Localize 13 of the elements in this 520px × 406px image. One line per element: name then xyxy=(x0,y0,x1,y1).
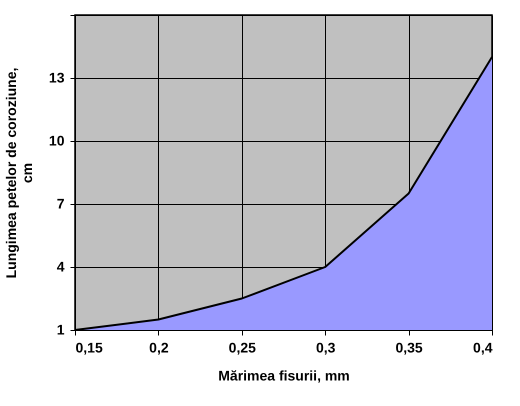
x-tick-label: 0,4 xyxy=(473,340,493,356)
x-tick-label: 0,3 xyxy=(316,340,336,356)
x-tick-label: 0,25 xyxy=(228,340,256,356)
x-tick-label: 0,15 xyxy=(76,340,103,356)
y-tick-label: 10 xyxy=(48,132,65,148)
y-axis-title: Lungimea petelor de coroziune, cm xyxy=(2,68,35,278)
y-tick-label: 1 xyxy=(56,322,65,338)
y-tick-label: 7 xyxy=(56,196,65,212)
x-tick-label: 0,2 xyxy=(149,340,169,356)
x-tick-label: 0,35 xyxy=(395,340,423,356)
y-tick-label: 13 xyxy=(48,70,65,86)
x-axis-title: Mărimea fisurii, mm xyxy=(218,368,350,384)
y-tick-label: 4 xyxy=(56,258,65,274)
